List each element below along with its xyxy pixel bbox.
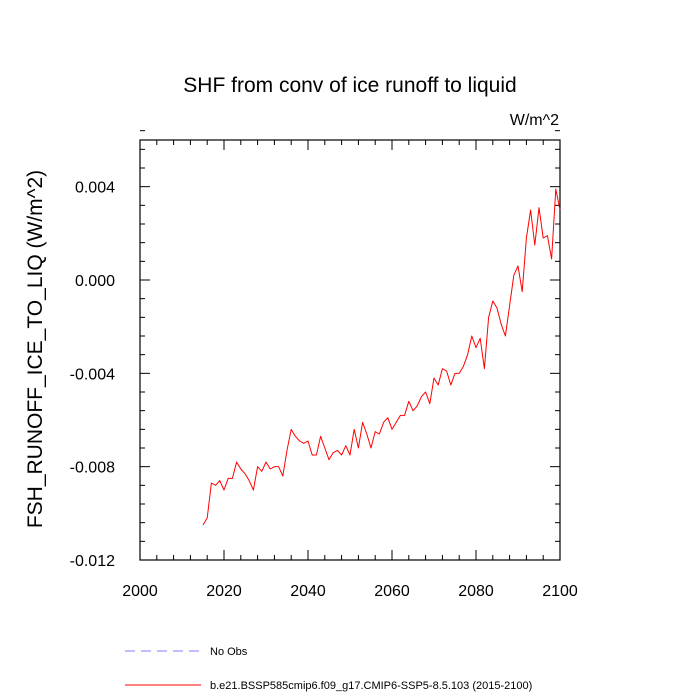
plot-frame — [139, 139, 561, 561]
units-label: W/m^2 — [510, 112, 559, 129]
y-tick-label: -0.012 — [70, 553, 115, 570]
x-tick-label: 2100 — [542, 583, 578, 600]
tick-labels: 2000 2020 2040 2060 2080 2100 -0.012 -0.008 -0.0… — [70, 180, 578, 600]
series-layer — [202, 188, 561, 526]
chart-title: SHF from conv of ice runoff to liquid — [183, 74, 516, 97]
legend-label-no-obs: No Obs — [210, 646, 248, 658]
y-tick-label: -0.008 — [70, 460, 115, 477]
plot-border — [139, 139, 561, 561]
x-tick-label: 2000 — [122, 583, 158, 600]
axis-ticks — [139, 130, 561, 561]
y-axis-label: FSH_RUNOFF_ICE_TO_LIQ (W/m^2) — [24, 170, 47, 528]
legend-label-model-run: b.e21.BSSP585cmip6.f09_g17.CMIP6-SSP5-8.… — [210, 680, 532, 692]
y-tick-label: 0.000 — [75, 273, 115, 290]
x-tick-label: 2080 — [458, 583, 494, 600]
series-line — [202, 188, 561, 526]
y-tick-label: 0.004 — [75, 180, 115, 197]
y-tick-label: -0.004 — [70, 366, 115, 383]
legend: No Obs b.e21.BSSP585cmip6.f09_g17.CMIP6-… — [125, 646, 532, 692]
x-tick-label: 2060 — [374, 583, 410, 600]
x-tick-label: 2020 — [206, 583, 242, 600]
x-tick-label: 2040 — [290, 583, 326, 600]
